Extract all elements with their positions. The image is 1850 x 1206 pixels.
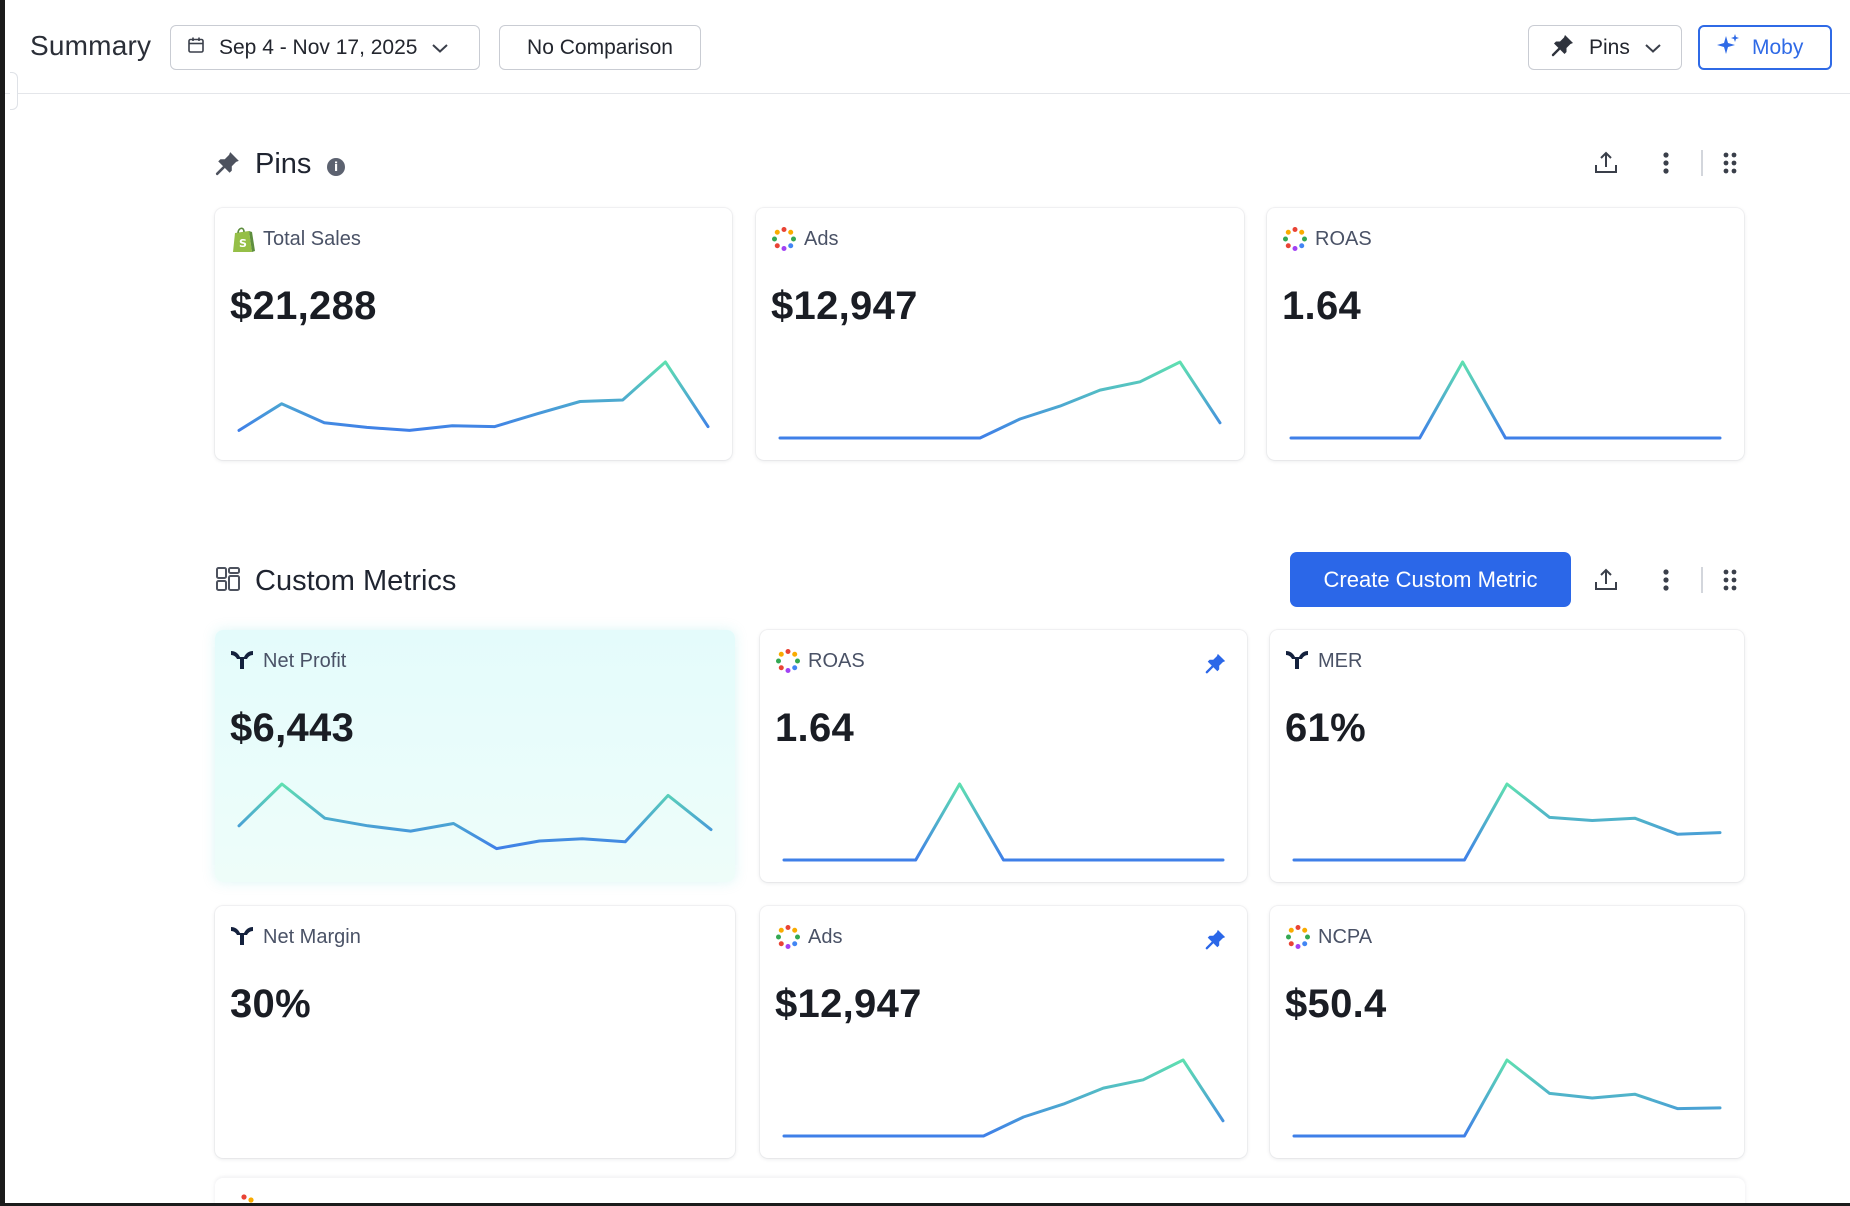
page-title: Summary <box>30 30 152 61</box>
metric-value: $12,947 <box>775 982 922 1026</box>
sparkline <box>1292 1058 1722 1138</box>
metric-label: ROAS <box>808 650 865 672</box>
metric-card[interactable]: S Total Sales $21,288 <box>215 208 732 460</box>
metric-value: $12,947 <box>771 284 918 328</box>
metric-card[interactable]: NCPA $50.4 <box>1270 906 1744 1158</box>
sparkline <box>237 782 713 851</box>
metric-label: NCPA <box>1318 926 1373 948</box>
metric-card[interactable]: MER 61% <box>1270 630 1744 882</box>
dotted-circle-icon <box>775 648 801 674</box>
metric-label: Net Margin <box>263 926 361 948</box>
comparison-button[interactable]: No Comparison <box>499 25 701 70</box>
sparkline <box>782 1058 1225 1138</box>
section-title: Pins <box>255 148 312 180</box>
sparkline <box>778 360 1222 440</box>
pinned-icon[interactable] <box>1205 652 1227 674</box>
drag-handle-icon[interactable] <box>1715 565 1745 595</box>
info-icon[interactable]: i <box>327 158 345 176</box>
metric-card[interactable]: ROAS 1.64 <box>760 630 1247 882</box>
comparison-label: No Comparison <box>527 35 673 59</box>
metric-value: 1.64 <box>775 706 855 750</box>
section-title: Custom Metrics <box>255 565 457 597</box>
metric-card[interactable]: Net Profit $6,443 <box>215 630 735 882</box>
dotted-circle-icon <box>1282 226 1308 252</box>
metric-value: 61% <box>1285 706 1366 750</box>
pins-section-header: Pins i <box>215 138 1745 188</box>
custom-metrics-section-header: Custom Metrics Create Custom Metric <box>215 552 1745 610</box>
dotted-circle-icon <box>771 226 797 252</box>
top-bar: Summary Sep 4 - Nov 17, 2025 No Comparis… <box>5 0 1850 94</box>
metric-value: $6,443 <box>230 706 355 750</box>
create-custom-metric-button[interactable]: Create Custom Metric <box>1290 552 1571 607</box>
toolbar-divider <box>1701 150 1703 176</box>
triple-whale-icon <box>230 924 256 950</box>
metric-card[interactable]: Ads $12,947 <box>760 906 1247 1158</box>
pin-icon <box>215 150 241 176</box>
metric-label: Ads <box>804 228 839 250</box>
metric-label: Total Sales <box>263 228 361 250</box>
triple-whale-icon <box>1285 648 1311 674</box>
metric-card[interactable]: Ads $12,947 <box>756 208 1244 460</box>
metric-value: 1.64 <box>1282 284 1362 328</box>
sparkle-icon <box>1716 33 1740 63</box>
sidebar-collapse-handle[interactable] <box>10 72 18 110</box>
shopify-icon: S <box>230 226 256 252</box>
metric-card[interactable]: ROAS 1.64 <box>1267 208 1744 460</box>
metric-card[interactable]: Net Margin 30% <box>215 906 735 1158</box>
sparkline <box>1289 360 1722 440</box>
dotted-circle-icon <box>775 924 801 950</box>
date-range-picker[interactable]: Sep 4 - Nov 17, 2025 <box>170 25 480 70</box>
sparkline <box>1292 782 1722 862</box>
chevron-down-icon <box>1644 36 1662 60</box>
export-icon[interactable] <box>1591 148 1621 178</box>
dotted-circle-icon <box>1285 924 1311 950</box>
drag-handle-icon[interactable] <box>1715 148 1745 178</box>
triple-whale-icon <box>230 648 256 674</box>
chevron-down-icon <box>431 36 449 60</box>
date-range-label: Sep 4 - Nov 17, 2025 <box>219 35 418 59</box>
toolbar-divider <box>1701 567 1703 593</box>
calendar-icon <box>187 36 205 60</box>
moby-label: Moby <box>1752 35 1804 59</box>
more-vertical-icon[interactable] <box>1651 565 1681 595</box>
dashboard-grid-icon <box>215 566 241 592</box>
metric-label: ROAS <box>1315 228 1372 250</box>
pins-label: Pins <box>1589 35 1630 59</box>
pinned-icon[interactable] <box>1205 928 1227 950</box>
dotted-circle-icon <box>231 1194 257 1203</box>
pin-icon <box>1551 33 1575 63</box>
metric-label: MER <box>1318 650 1363 672</box>
metric-value: 30% <box>230 982 311 1026</box>
sparkline <box>782 782 1225 862</box>
svg-text:S: S <box>239 237 247 250</box>
metric-card-partial[interactable] <box>215 1178 1745 1203</box>
moby-button[interactable]: Moby <box>1698 25 1832 70</box>
metric-value: $50.4 <box>1285 982 1387 1026</box>
metric-label: Ads <box>808 926 843 948</box>
sparkline <box>237 360 710 432</box>
metric-value: $21,288 <box>230 284 377 328</box>
pins-dropdown[interactable]: Pins <box>1528 25 1682 70</box>
export-icon[interactable] <box>1591 565 1621 595</box>
more-vertical-icon[interactable] <box>1651 148 1681 178</box>
metric-label: Net Profit <box>263 650 347 672</box>
